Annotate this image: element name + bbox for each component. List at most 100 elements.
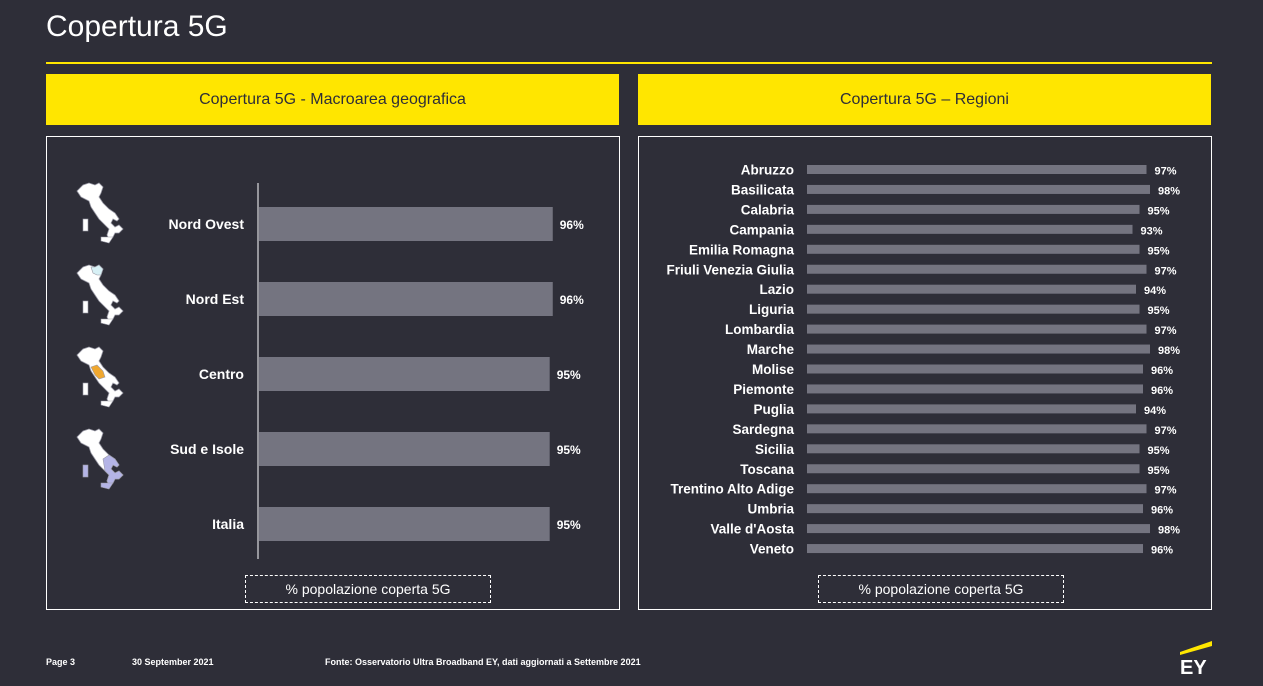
region-bar xyxy=(807,364,1143,374)
region-category-label: Toscana xyxy=(740,462,794,477)
region-value-label: 98% xyxy=(1158,345,1180,357)
macroarea-panel: Nord Ovest 96% Nord Est 96% Centro 95% Sud e I… xyxy=(46,136,620,610)
region-value-label: 95% xyxy=(1148,205,1170,217)
region-bar xyxy=(807,324,1147,334)
macroarea-value-label: 95% xyxy=(557,518,581,532)
region-bar xyxy=(807,184,1150,194)
ey-logo: EY xyxy=(1180,641,1212,676)
region-value-label: 95% xyxy=(1148,465,1170,477)
region-value-label: 93% xyxy=(1141,225,1163,237)
footer-source: Fonte: Osservatorio Ultra Broadband EY, … xyxy=(325,657,641,667)
region-bar xyxy=(807,165,1147,174)
region-category-label: Campania xyxy=(729,222,794,237)
region-value-label: 96% xyxy=(1151,385,1173,397)
page-title: Copertura 5G xyxy=(46,10,228,43)
region-category-label: Molise xyxy=(752,362,795,377)
sardinia-shape xyxy=(82,464,89,478)
region-bar xyxy=(807,204,1140,214)
macroarea-bar xyxy=(259,282,553,316)
ey-logo-beam xyxy=(1180,641,1212,655)
macroarea-bar xyxy=(259,507,550,541)
region-bar xyxy=(807,544,1143,554)
region-value-label: 95% xyxy=(1148,445,1170,457)
region-bar xyxy=(807,224,1133,234)
region-category-label: Sicilia xyxy=(755,442,795,457)
region-bar xyxy=(807,264,1147,274)
italy-map-nord-ovest-icon xyxy=(76,182,124,244)
italy-map-nord-est-icon xyxy=(76,264,124,326)
region-category-label: Puglia xyxy=(753,402,794,417)
macroarea-bar xyxy=(259,357,550,391)
region-category-label: Liguria xyxy=(749,302,794,317)
sardinia-shape xyxy=(82,382,89,396)
region-bar xyxy=(807,404,1136,414)
highlighted-region-shape xyxy=(90,264,104,276)
macroarea-value-label: 95% xyxy=(557,443,581,457)
region-category-label: Trentino Alto Adige xyxy=(671,482,795,497)
ey-logo-text: EY xyxy=(1180,657,1207,676)
macroarea-value-label: 96% xyxy=(560,293,584,307)
macroarea-category-label: Nord Est xyxy=(186,291,245,307)
region-value-label: 97% xyxy=(1155,425,1177,437)
macroarea-banner: Copertura 5G - Macroarea geografica xyxy=(46,74,619,125)
highlighted-region-shape xyxy=(90,364,106,380)
region-bar xyxy=(807,344,1150,354)
sicily-shape xyxy=(100,482,114,490)
region-category-label: Valle d'Aosta xyxy=(711,522,795,537)
region-value-label: 94% xyxy=(1144,285,1166,297)
region-category-label: Veneto xyxy=(750,542,794,557)
region-bar xyxy=(807,484,1147,494)
macroarea-legend: % popolazione coperta 5G xyxy=(245,575,491,603)
italy-map-sud-isole-icon xyxy=(76,428,124,490)
macroarea-category-label: Centro xyxy=(199,366,244,382)
region-category-label: Marche xyxy=(747,342,795,357)
regioni-banner: Copertura 5G – Regioni xyxy=(638,74,1211,125)
sardinia-shape xyxy=(82,300,89,314)
region-category-label: Sardegna xyxy=(732,422,794,437)
region-category-label: Lombardia xyxy=(725,322,795,337)
region-category-label: Abruzzo xyxy=(741,163,794,178)
regioni-chart: Abruzzo 97% Basilicata 98% Calabria 95% Campan… xyxy=(666,163,1180,557)
regioni-panel: Abruzzo 97% Basilicata 98% Calabria 95% Campan… xyxy=(638,136,1212,610)
region-value-label: 95% xyxy=(1148,305,1170,317)
region-bar xyxy=(807,424,1147,434)
region-category-label: Lazio xyxy=(759,282,794,297)
region-value-label: 97% xyxy=(1155,265,1177,277)
regioni-legend: % popolazione coperta 5G xyxy=(818,575,1064,603)
region-bar xyxy=(807,304,1140,314)
region-bar xyxy=(807,464,1140,474)
region-category-label: Calabria xyxy=(741,202,795,217)
region-value-label: 97% xyxy=(1155,166,1177,178)
highlighted-region-shape xyxy=(102,454,124,486)
region-value-label: 97% xyxy=(1155,325,1177,337)
region-category-label: Friuli Venezia Giulia xyxy=(666,262,794,277)
macroarea-value-label: 96% xyxy=(560,218,584,232)
region-value-label: 97% xyxy=(1155,485,1177,497)
sicily-shape xyxy=(100,236,114,244)
title-divider xyxy=(46,62,1212,64)
macroarea-category-label: Nord Ovest xyxy=(169,216,245,232)
macroarea-bar xyxy=(259,207,553,241)
footer-date: 30 September 2021 xyxy=(132,657,214,667)
region-value-label: 96% xyxy=(1151,545,1173,557)
region-bar xyxy=(807,444,1140,454)
region-category-label: Basilicata xyxy=(731,182,795,197)
footer-page: Page 3 xyxy=(46,657,76,667)
sardinia-shape xyxy=(82,218,89,232)
macroarea-category-label: Italia xyxy=(212,516,244,532)
macroarea-category-label: Sud e Isole xyxy=(170,441,244,457)
macroarea-value-label: 95% xyxy=(557,368,581,382)
region-category-label: Piemonte xyxy=(733,382,794,397)
region-bar xyxy=(807,284,1136,294)
italy-map-centro-icon xyxy=(76,346,124,408)
macroarea-bar xyxy=(259,432,550,466)
region-category-label: Umbria xyxy=(747,502,794,517)
macroarea-chart: Nord Ovest 96% Nord Est 96% Centro 95% Sud e I… xyxy=(76,182,584,559)
region-value-label: 94% xyxy=(1144,405,1166,417)
region-value-label: 96% xyxy=(1151,365,1173,377)
region-value-label: 95% xyxy=(1148,245,1170,257)
region-bar xyxy=(807,504,1143,514)
region-bar xyxy=(807,384,1143,394)
region-category-label: Emilia Romagna xyxy=(689,242,795,257)
region-value-label: 98% xyxy=(1158,525,1180,537)
